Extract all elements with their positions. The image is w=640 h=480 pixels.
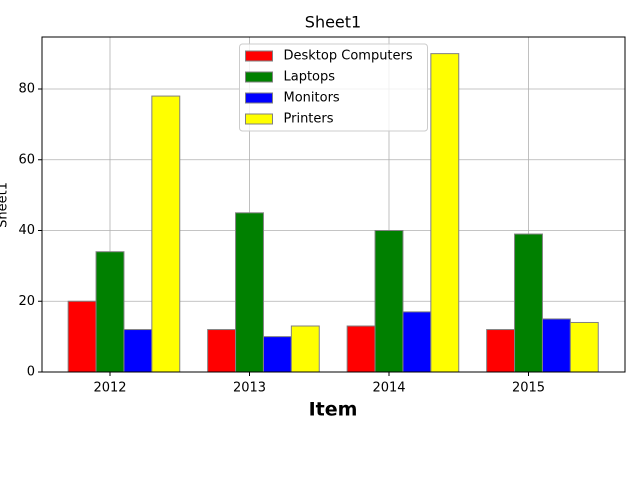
legend-swatch [245, 50, 273, 62]
bar [151, 95, 181, 373]
chart-title: Sheet1 [305, 13, 361, 32]
bar [514, 233, 543, 373]
bar [95, 251, 125, 373]
y-tick-label: 40 [18, 223, 35, 238]
x-tick-label: 2013 [233, 381, 266, 396]
legend-label: Monitors [284, 91, 340, 106]
legend-label: Desktop Computers [284, 49, 413, 64]
y-tick-label: 0 [27, 365, 35, 380]
bar [374, 230, 404, 373]
legend-label: Printers [284, 112, 334, 127]
legend-label: Laptops [284, 70, 336, 85]
y-axis-label: Sheet1 [0, 182, 11, 228]
y-tick-label: 60 [18, 152, 35, 167]
x-tick-label: 2012 [93, 381, 126, 396]
x-tick-label: 2014 [372, 381, 405, 396]
legend-swatch [245, 113, 273, 125]
bar [346, 325, 376, 373]
bar [402, 311, 432, 373]
bar [207, 329, 237, 373]
bar [235, 212, 264, 373]
bar [67, 300, 97, 373]
bar [430, 53, 460, 373]
bar [290, 325, 320, 373]
y-tick-label: 20 [18, 294, 35, 309]
x-axis-label: Item [309, 399, 358, 421]
y-tick-label: 80 [18, 82, 35, 97]
bar [569, 321, 599, 373]
legend-swatch [245, 92, 273, 104]
bar [486, 329, 516, 373]
bar [262, 336, 292, 373]
legend-box [239, 43, 428, 132]
bar [123, 329, 153, 373]
x-tick-label: 2015 [512, 381, 545, 396]
plot-frame [41, 36, 626, 373]
bar [541, 318, 571, 373]
legend-swatch [245, 71, 273, 83]
